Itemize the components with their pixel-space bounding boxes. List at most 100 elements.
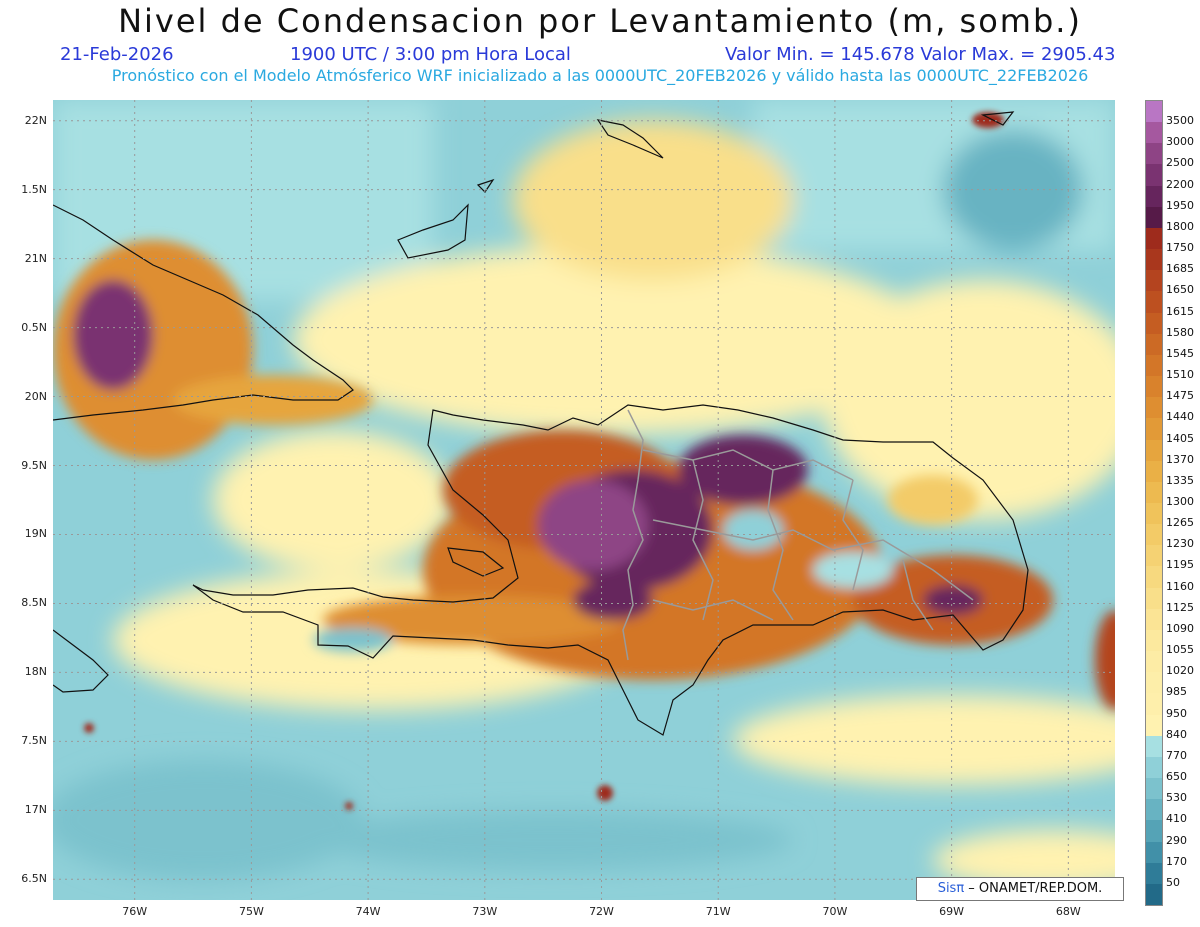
lon-label: 75W — [238, 905, 264, 918]
lat-label: 8.5N — [21, 596, 47, 610]
colorbar-label: 530 — [1166, 791, 1187, 805]
colorbar-segment — [1146, 270, 1162, 292]
smooth-field-layer — [53, 100, 1115, 890]
colorbar-segment — [1146, 354, 1162, 377]
colorbar-label: 1405 — [1166, 431, 1194, 445]
colorbar-label: 2500 — [1166, 156, 1194, 170]
colorbar-segment — [1146, 164, 1162, 187]
lat-label: 21N — [24, 251, 47, 265]
colorbar-segment — [1146, 545, 1162, 567]
colorbar-label: 1475 — [1166, 389, 1194, 403]
colorbar-label: 840 — [1166, 727, 1187, 741]
colorbar-segment — [1146, 143, 1162, 165]
colorbar-label: 3500 — [1166, 114, 1194, 128]
colorbar-segment — [1146, 587, 1162, 610]
colorbar-label: 1800 — [1166, 219, 1194, 233]
lat-label: 18N — [24, 665, 47, 679]
colorbar-label: 2200 — [1166, 177, 1194, 191]
lat-label: 6.5N — [21, 872, 47, 886]
colorbar-segment — [1146, 101, 1162, 123]
colorbar-segment — [1146, 629, 1162, 652]
colorbar-label: 770 — [1166, 748, 1187, 762]
colorbar-segment — [1146, 460, 1162, 483]
lon-label: 69W — [939, 905, 965, 918]
colorbar-label: 1440 — [1166, 410, 1194, 424]
colorbar-label: 1615 — [1166, 304, 1194, 318]
colorbar-segment — [1146, 841, 1162, 864]
sisp-logo-text: Sisπ — [937, 881, 965, 896]
colorbar-segment — [1146, 439, 1162, 462]
map-title: Nivel de Condensacion por Levantamiento … — [118, 2, 1082, 40]
colorbar-segment — [1146, 249, 1162, 271]
colorbar-label: 650 — [1166, 770, 1187, 784]
forecast-time: 1900 UTC / 3:00 pm Hora Local — [290, 44, 571, 65]
colorbar-segment — [1146, 503, 1162, 525]
colorbar-segment — [1146, 778, 1162, 800]
colorbar-segment — [1146, 651, 1162, 673]
colorbar-segment — [1146, 122, 1162, 144]
forecast-description: Pronóstico con el Modelo Atmósferico WRF… — [111, 66, 1089, 85]
colorbar-segment — [1146, 312, 1162, 335]
colorbar-label: 1510 — [1166, 368, 1194, 382]
lat-label: 20N — [24, 389, 47, 403]
colorbar-segment — [1146, 291, 1162, 314]
coastlines — [53, 111, 1029, 736]
lon-label: 71W — [705, 905, 731, 918]
colorbar-segment — [1146, 693, 1162, 716]
lat-label: 22N — [24, 113, 47, 127]
colorbar-label: 1125 — [1166, 600, 1194, 614]
lat-label: 19N — [24, 527, 47, 541]
province-borders — [622, 409, 974, 661]
colorbar-segment — [1146, 566, 1162, 589]
colorbar-label: 170 — [1166, 854, 1187, 868]
colorbar-label: 1335 — [1166, 473, 1194, 487]
colorbar-segment — [1146, 735, 1162, 758]
lat-label: 0.5N — [21, 320, 47, 334]
colorbar-label: 1230 — [1166, 537, 1194, 551]
lon-label: 74W — [355, 905, 381, 918]
colorbar-segment — [1146, 862, 1162, 885]
colorbar-segment — [1146, 376, 1162, 398]
colorbar-label: 1020 — [1166, 664, 1194, 678]
colorbar-label: 1650 — [1166, 283, 1194, 297]
lcl-shaded-map — [53, 100, 1115, 900]
colorbar-label: 1580 — [1166, 325, 1194, 339]
colorbar-label: 290 — [1166, 833, 1187, 847]
lat-label: 1.5N — [21, 182, 47, 196]
colorbar — [1145, 100, 1163, 906]
colorbar-label: 950 — [1166, 706, 1187, 720]
lon-label: 72W — [589, 905, 614, 918]
colorbar-label: 1265 — [1166, 516, 1194, 530]
colorbar-label: 1750 — [1166, 241, 1194, 255]
graticule — [53, 100, 1115, 900]
colorbar-segment — [1146, 799, 1162, 821]
colorbar-segment — [1146, 206, 1162, 229]
lat-label: 17N — [24, 803, 47, 817]
colorbar-segment — [1146, 481, 1162, 504]
colorbar-segment — [1146, 185, 1162, 208]
colorbar-label: 1300 — [1166, 495, 1194, 508]
colorbar-label: 50 — [1166, 875, 1180, 889]
colorbar-label: 1545 — [1166, 346, 1194, 360]
colorbar-label: 1160 — [1166, 579, 1194, 593]
credit-org: – ONAMET/REP.DOM. — [964, 881, 1103, 896]
colorbar-segment — [1146, 883, 1162, 906]
lon-label: 68W — [1055, 905, 1081, 918]
colorbar-label: 1685 — [1166, 262, 1194, 276]
colorbar-label: 1090 — [1166, 621, 1194, 635]
forecast-date: 21-Feb-2026 — [60, 44, 174, 65]
credit-box: Sisπ – ONAMET/REP.DOM. — [916, 877, 1124, 901]
colorbar-label: 985 — [1166, 685, 1187, 699]
colorbar-segment — [1146, 397, 1162, 419]
lat-label: 7.5N — [21, 734, 47, 748]
colorbar-label: 1055 — [1166, 643, 1194, 657]
colorbar-label: 1370 — [1166, 452, 1194, 466]
colorbar-segment — [1146, 820, 1162, 843]
colorbar-segment — [1146, 608, 1162, 631]
colorbar-segment — [1146, 714, 1162, 737]
lon-label: 76W — [122, 905, 148, 918]
colorbar-segment — [1146, 524, 1162, 546]
lon-label: 70W — [822, 905, 848, 918]
colorbar-segment — [1146, 227, 1162, 250]
colorbar-label: 1950 — [1166, 198, 1194, 212]
